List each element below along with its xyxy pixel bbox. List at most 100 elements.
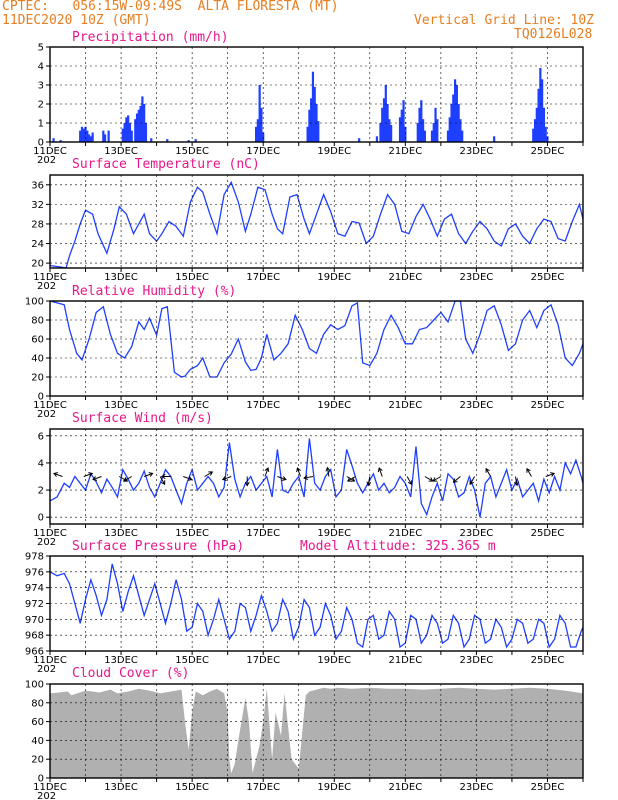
panel-1-bar — [127, 115, 130, 142]
panel-1-bar — [82, 128, 85, 142]
panel-3-xtick-label: 11DEC — [33, 400, 67, 411]
panel-1-bar — [381, 107, 384, 142]
panel-3-ytick-label: 100 — [25, 297, 44, 308]
panel-2-title: Surface Temperature (nC) — [72, 157, 260, 172]
panel-6-xtick-label: 25DEC — [531, 782, 565, 793]
wind-vector-head — [514, 481, 519, 487]
panel-1-bar — [446, 130, 450, 142]
panel-1-bar — [423, 130, 426, 142]
panel-6-xtick-label: 19DEC — [317, 782, 351, 793]
panel-1-ytick-label: 5 — [38, 43, 44, 54]
panel-1-bar — [404, 126, 407, 142]
panel-4-frame — [49, 428, 584, 525]
panel-1-year-label: 202 — [37, 155, 56, 166]
panel-1-bar — [187, 140, 190, 142]
panel-3-ytick-label: 40 — [31, 354, 44, 365]
wind-vector — [277, 476, 287, 481]
panel-1-bar — [87, 134, 91, 142]
panel-1-bar — [493, 136, 496, 142]
panel-5-ytick-label: 972 — [25, 599, 44, 610]
panel-6-ytick-label: 40 — [31, 736, 44, 747]
panel-3-line — [49, 300, 584, 378]
panel-1-bar — [260, 107, 263, 142]
panel-1-bar — [432, 123, 435, 142]
panel-1-bar — [436, 119, 439, 142]
wind-vector — [378, 467, 383, 477]
panel-2-xtick-label: 11DEC — [33, 272, 67, 283]
panel-1-bar — [89, 136, 92, 142]
wind-vector-head — [526, 467, 531, 473]
panel-1-bar — [386, 104, 389, 142]
panel-3-title: Relative Humidity (%) — [72, 284, 236, 299]
panel-1-bar — [144, 123, 148, 142]
panel-4-xtick-label: 11DEC — [33, 528, 67, 539]
wind-vector — [367, 476, 371, 486]
panel-6-xtick-label: 11DEC — [33, 782, 67, 793]
wind-vector — [406, 476, 413, 485]
panel-1-bar — [130, 130, 133, 142]
panel-2-year-label: 202 — [37, 281, 56, 292]
panel-1-bar — [448, 117, 451, 142]
panel-1-bar — [453, 79, 457, 142]
panel-1-bar — [416, 123, 419, 142]
panel-1-bar — [533, 119, 537, 142]
panel-2-ytick-label: 32 — [31, 200, 44, 211]
wind-vector-head — [53, 472, 59, 477]
wind-vector — [159, 476, 166, 485]
panel-1-bar — [166, 139, 169, 142]
panel-5-annotation: Model Altitude: 325.365 m — [300, 539, 496, 554]
wind-vector — [264, 467, 269, 477]
wind-vector-head — [221, 476, 227, 481]
panel-5-xtick-label: 13DEC — [104, 655, 138, 666]
panel-4-title: Surface Wind (m/s) — [72, 411, 213, 426]
panel-4-xtick-label: 23DEC — [460, 528, 494, 539]
panel-1-bar — [135, 113, 139, 142]
panel-6-title: Cloud Cover (%) — [72, 666, 189, 681]
panel-4-year-label: 202 — [37, 537, 56, 548]
panel-5-xtick-label: 23DEC — [460, 655, 494, 666]
panel-2-xtick-label: 17DEC — [246, 272, 280, 283]
panel-3-xtick-label: 25DEC — [531, 400, 565, 411]
wind-vector — [514, 476, 518, 486]
panel-5-xtick-label: 17DEC — [246, 655, 280, 666]
panel-1-xtick-label: 19DEC — [317, 146, 351, 157]
panel-1-ytick-label: 1 — [38, 119, 44, 130]
panel-1-bar — [418, 107, 421, 142]
panel-4-xtick-label: 21DEC — [388, 528, 422, 539]
panel-6-xtick-label: 23DEC — [460, 782, 494, 793]
panel-1-bar — [402, 100, 405, 142]
panel-1-bar — [434, 107, 437, 142]
panel-3-ytick-label: 20 — [31, 373, 44, 384]
header-line1: CPTEC: 056:15W-09:49S ALTA FLORESTA (MT) — [2, 0, 339, 14]
wind-vector-head — [469, 480, 474, 486]
panel-2-ytick-label: 28 — [31, 219, 44, 230]
header-grid-note: Vertical Grid Line: 10Z — [414, 13, 595, 28]
panel-1-bar — [86, 130, 89, 142]
header-datetime: 11DEC2020 10Z (GMT) — [2, 13, 151, 28]
panel-1-ytick-label: 4 — [38, 62, 44, 73]
panel-3-xtick-label: 23DEC — [460, 400, 494, 411]
wind-vector — [346, 476, 355, 482]
wind-vector-head — [208, 471, 214, 476]
panel-1-xtick-label: 13DEC — [104, 146, 138, 157]
panel-6-year-label: 202 — [37, 791, 56, 800]
wind-vector — [183, 476, 192, 481]
panel-1-xtick-label: 23DEC — [460, 146, 494, 157]
panel-5-xtick-label: 15DEC — [175, 655, 209, 666]
wind-vector — [92, 476, 102, 481]
wind-vector — [83, 472, 93, 477]
panel-1-bar — [398, 117, 402, 142]
panel-5-ytick-label: 976 — [25, 567, 44, 578]
wind-vector — [53, 472, 63, 477]
wind-vector — [469, 476, 476, 485]
panel-1-bar — [544, 126, 547, 142]
panel-3-ytick-label: 60 — [31, 335, 44, 346]
panel-2-xtick-label: 25DEC — [531, 272, 565, 283]
panel-3-frame — [49, 300, 584, 397]
wind-vector-head — [92, 476, 98, 481]
panel-2-ytick-label: 20 — [31, 259, 44, 270]
panel-1-xtick-label: 25DEC — [531, 146, 565, 157]
panel-4-ytick-label: 2 — [38, 486, 44, 497]
panel-5-xtick-label: 19DEC — [317, 655, 351, 666]
panel-1-bar — [537, 88, 540, 142]
